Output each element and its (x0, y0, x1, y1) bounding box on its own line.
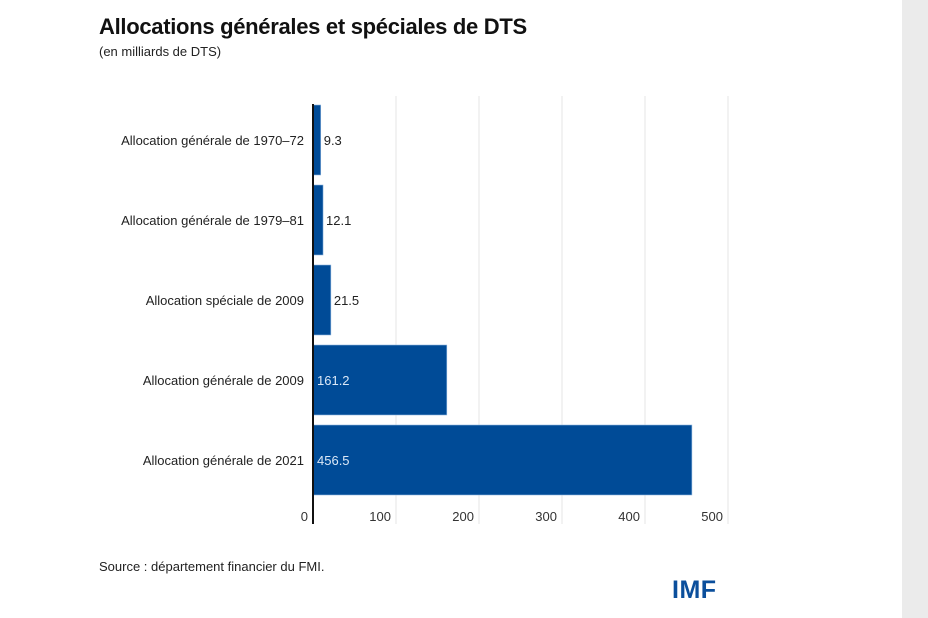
source-note: Source : département financier du FMI. (99, 559, 325, 574)
data-label: 21.5 (334, 293, 359, 308)
x-tick-label: 400 (618, 509, 640, 524)
bar (312, 344, 448, 416)
data-label: 161.2 (317, 373, 350, 388)
imf-logo: IMF (672, 576, 717, 604)
bar (312, 184, 324, 256)
category-label: Allocation générale de 2021 (143, 453, 304, 468)
x-tick-label: 500 (701, 509, 723, 524)
data-label: 12.1 (326, 213, 351, 228)
data-label: 456.5 (317, 453, 350, 468)
side-panel (902, 0, 928, 618)
x-tick-label: 300 (535, 509, 557, 524)
bar (312, 104, 322, 176)
data-label: 9.3 (324, 133, 342, 148)
bar (312, 264, 332, 336)
x-tick-label: 100 (369, 509, 391, 524)
category-label: Allocation spéciale de 2009 (146, 293, 304, 308)
category-label: Allocation générale de 1979–81 (121, 213, 304, 228)
x-tick-label: 0 (301, 509, 308, 524)
category-label: Allocation générale de 1970–72 (121, 133, 304, 148)
category-label: Allocation générale de 2009 (143, 373, 304, 388)
chart-title: Allocations générales et spéciales de DT… (99, 14, 527, 39)
x-tick-label: 200 (452, 509, 474, 524)
bar (312, 424, 693, 496)
bar-chart: 0 100 200 300 400 500 Allocation générale de 1… (121, 96, 729, 524)
chart-subtitle: (en milliards de DTS) (99, 44, 222, 59)
